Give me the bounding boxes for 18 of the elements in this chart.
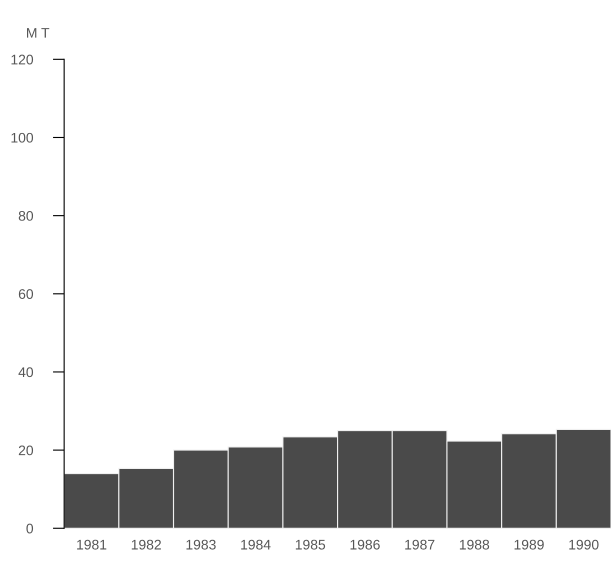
x-tick-label: 1989 xyxy=(514,540,544,550)
y-axis-title: M T xyxy=(27,28,50,38)
x-tick-label: 1982 xyxy=(132,540,161,550)
x-tick-label: 1981 xyxy=(77,540,106,550)
x-tick-label: 1983 xyxy=(186,540,216,550)
y-tick-label: 100 xyxy=(11,132,34,143)
x-tick-label: 1987 xyxy=(405,540,434,550)
x-tick-label: 1986 xyxy=(350,540,380,550)
y-tick-label: 40 xyxy=(18,367,34,378)
y-tick-label: 0 xyxy=(26,524,34,534)
y-tick-label: 80 xyxy=(18,210,34,221)
y-tick-label: 20 xyxy=(18,445,34,456)
x-tick-label: 1985 xyxy=(296,540,326,550)
y-tick-label: 60 xyxy=(18,289,34,299)
y-tick-label: 120 xyxy=(11,54,34,64)
x-tick-label: 1990 xyxy=(569,540,599,550)
x-tick-label: 1984 xyxy=(241,540,271,550)
x-tick-label: 1988 xyxy=(460,540,490,550)
